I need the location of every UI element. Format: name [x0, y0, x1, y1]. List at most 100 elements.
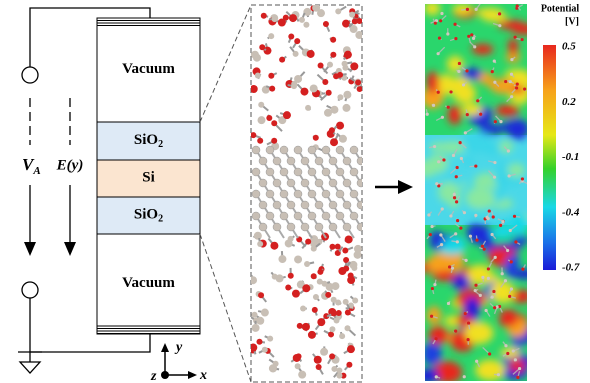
atom: [256, 339, 262, 345]
atom: [427, 213, 430, 216]
atom: [345, 235, 353, 243]
atom: [259, 201, 267, 209]
atom: [347, 276, 355, 284]
atom: [308, 168, 316, 176]
atom: [431, 287, 434, 290]
atom: [466, 113, 469, 116]
atom: [494, 256, 497, 259]
atom: [429, 233, 432, 236]
atom: [516, 82, 519, 85]
potential-blob: [495, 105, 519, 117]
atom: [249, 276, 257, 284]
atom: [485, 309, 488, 312]
atom: [483, 248, 486, 251]
potential-blob: [479, 124, 504, 135]
atom: [255, 73, 261, 79]
atom: [514, 36, 517, 39]
atom: [507, 149, 510, 152]
atom: [456, 166, 459, 169]
atom: [329, 127, 335, 133]
atom: [441, 116, 444, 119]
atom: [481, 276, 484, 279]
atom: [491, 70, 494, 73]
atom: [346, 362, 352, 368]
layer-name: Si: [142, 170, 155, 186]
atom: [447, 106, 450, 109]
atom: [521, 177, 524, 180]
layer-name: Vacuum: [122, 61, 175, 77]
potential-blob: [497, 20, 525, 29]
atom: [294, 255, 302, 263]
atom: [520, 38, 523, 41]
atom: [350, 190, 358, 198]
atom: [320, 348, 328, 356]
atom: [299, 17, 305, 23]
atom: [430, 315, 433, 318]
atom: [259, 44, 265, 50]
atom: [506, 352, 509, 355]
atom: [493, 81, 496, 84]
atom: [304, 261, 310, 267]
atom: [295, 363, 301, 369]
atom: [473, 45, 476, 48]
atom: [342, 248, 348, 254]
atom: [437, 91, 440, 94]
atom: [331, 310, 337, 316]
atom: [308, 146, 316, 154]
potential-blob: [424, 1, 440, 15]
atom: [516, 4, 519, 7]
atom: [472, 37, 475, 40]
atom: [337, 72, 343, 78]
atom: [350, 212, 358, 220]
atom: [288, 273, 294, 279]
atom: [258, 292, 264, 298]
atom: [292, 290, 300, 298]
atom: [330, 37, 336, 43]
atom: [449, 90, 452, 93]
atom: [322, 146, 330, 154]
potential-blob: [494, 168, 509, 189]
atom: [453, 196, 456, 199]
atom: [492, 215, 495, 218]
atom: [488, 352, 491, 355]
atom: [440, 12, 443, 15]
atom: [343, 157, 351, 165]
atom: [312, 307, 318, 313]
potential-blob: [499, 318, 518, 327]
atom: [501, 272, 504, 275]
potential-blob: [448, 105, 462, 125]
atom: [287, 223, 295, 231]
atom: [302, 284, 310, 292]
axes-icon: y z x: [150, 340, 207, 383]
atom: [294, 168, 302, 176]
colorbar-tick-label: 0.2: [562, 96, 576, 108]
atom: [439, 19, 442, 22]
atom: [488, 210, 491, 213]
atom: [317, 318, 325, 326]
atom: [498, 24, 501, 27]
atom: [267, 336, 273, 342]
atom: [350, 146, 358, 154]
atom: [318, 62, 324, 68]
atom: [454, 330, 457, 333]
potential-blob: [429, 326, 449, 345]
atom: [329, 326, 335, 332]
atom: [294, 190, 302, 198]
layer-name: SiO: [134, 132, 158, 148]
atom: [446, 32, 449, 35]
atom: [463, 211, 466, 214]
atom: [350, 168, 358, 176]
atom: [504, 344, 507, 347]
potential-blob: [452, 4, 472, 14]
atom: [514, 240, 517, 243]
atom: [521, 268, 524, 271]
potential-blob: [475, 360, 505, 381]
atom: [315, 179, 323, 187]
atom: [518, 367, 521, 370]
atom: [330, 52, 336, 58]
atom: [301, 179, 309, 187]
atom: [513, 215, 516, 218]
atom: [510, 260, 513, 263]
atom: [357, 179, 365, 187]
atom: [280, 146, 288, 154]
